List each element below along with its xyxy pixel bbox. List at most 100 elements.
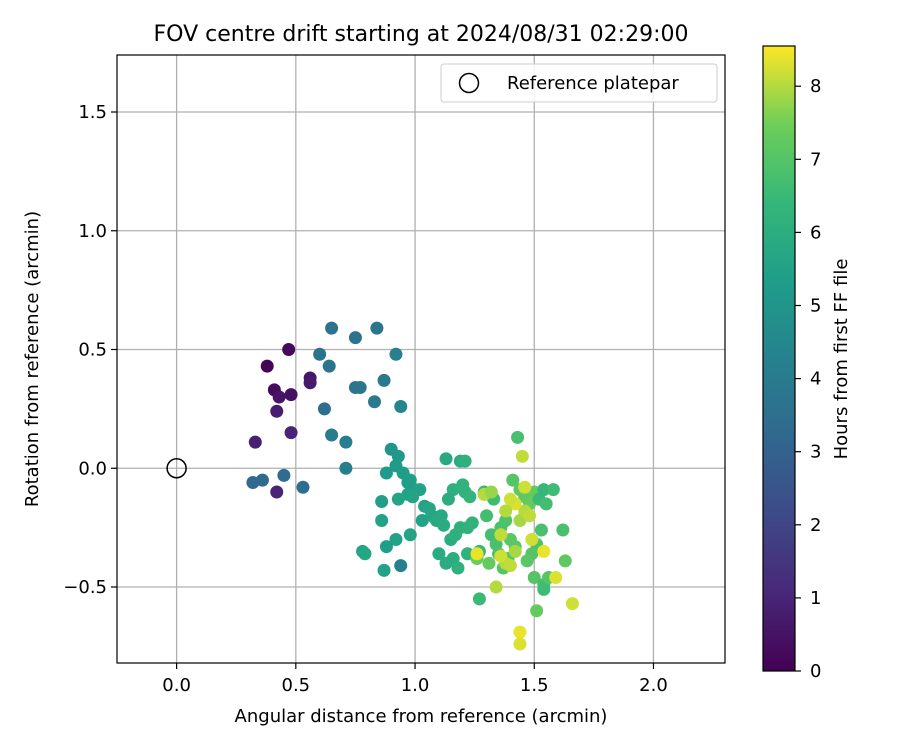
data-point — [525, 533, 539, 546]
data-point — [451, 561, 465, 575]
data-point — [482, 556, 496, 570]
colorbar-tick-label: 7 — [810, 149, 821, 170]
data-point — [515, 449, 529, 463]
x-tick-label: 1.0 — [401, 675, 430, 696]
data-point — [499, 504, 513, 518]
data-point — [537, 544, 551, 558]
y-axis-ticks: −0.5 0.0 0.5 1.0 1.5 — [63, 102, 117, 598]
data-point — [248, 435, 262, 449]
data-point — [556, 523, 570, 537]
data-point — [270, 404, 284, 418]
colorbar: 0 1 2 3 4 5 6 7 8 Hours from first FF file — [762, 45, 852, 682]
data-point — [484, 485, 498, 499]
data-points — [246, 321, 579, 651]
data-point — [325, 321, 339, 335]
data-point — [503, 559, 517, 573]
x-tick-label: 0.5 — [282, 675, 311, 696]
legend-marker-icon — [458, 72, 480, 94]
data-point — [377, 563, 391, 577]
data-point — [472, 592, 486, 606]
data-point — [389, 347, 403, 361]
data-point — [339, 435, 353, 449]
data-point — [439, 452, 453, 466]
colorbar-tick-label: 0 — [810, 661, 821, 682]
y-axis-label: Rotation from reference (arcmin) — [22, 211, 43, 507]
data-point — [284, 388, 298, 402]
data-point — [537, 483, 551, 497]
data-point — [565, 597, 579, 611]
x-axis-ticks: 0.0 0.5 1.0 1.5 2.0 — [162, 663, 668, 696]
data-point — [406, 490, 420, 504]
colorbar-ticks: 0 1 2 3 4 5 6 7 8 — [795, 76, 821, 682]
data-point — [272, 390, 286, 404]
chart-title: FOV centre drift starting at 2024/08/31 … — [154, 22, 689, 47]
data-point — [379, 540, 393, 554]
data-point — [313, 347, 327, 361]
data-point — [499, 514, 513, 527]
colorbar-tick-label: 6 — [810, 222, 821, 243]
data-point — [432, 547, 446, 561]
colorbar-tick-label: 3 — [810, 442, 821, 463]
y-tick-label: −0.5 — [63, 577, 107, 598]
x-tick-label: 1.5 — [520, 675, 549, 696]
y-tick-label: 1.0 — [78, 221, 107, 242]
data-point — [494, 549, 508, 563]
data-point — [480, 509, 494, 523]
data-point — [339, 461, 353, 475]
data-point — [537, 582, 551, 596]
data-point — [296, 480, 310, 494]
data-point — [325, 428, 339, 442]
colorbar-tick-label: 2 — [810, 515, 821, 536]
data-point — [530, 604, 544, 618]
data-point — [353, 381, 367, 394]
data-point — [322, 359, 336, 373]
colorbar-label: Hours from first FF file — [831, 259, 852, 460]
data-point — [270, 485, 284, 499]
x-tick-label: 2.0 — [639, 675, 668, 696]
data-point — [368, 395, 382, 409]
data-point — [394, 559, 408, 573]
data-point — [375, 514, 389, 527]
data-point — [503, 492, 517, 506]
data-point — [379, 466, 393, 480]
data-point — [303, 376, 317, 390]
data-point — [520, 554, 534, 568]
data-point — [437, 518, 451, 532]
legend-entry-reference-platepar: Reference platepar — [507, 73, 679, 94]
data-point — [403, 528, 417, 542]
reference-platepar-marker — [166, 458, 187, 479]
data-point — [277, 468, 291, 482]
data-point — [522, 509, 536, 523]
colorbar-tick-label: 5 — [810, 296, 821, 317]
colorbar-tick-label: 8 — [810, 76, 821, 97]
colorbar-tick-label: 4 — [810, 369, 821, 390]
data-point — [284, 426, 298, 440]
data-point — [255, 473, 269, 487]
colorbar-tick-label: 1 — [810, 588, 821, 609]
grid-lines — [117, 55, 725, 663]
data-point — [513, 637, 527, 651]
y-tick-label: 0.0 — [78, 458, 107, 479]
data-point — [511, 430, 525, 444]
data-point — [441, 492, 455, 506]
legend-box — [440, 63, 718, 103]
data-point — [458, 454, 472, 468]
data-point — [282, 343, 296, 356]
legend: Reference platepar — [440, 63, 718, 103]
data-point — [513, 625, 527, 639]
data-point — [375, 495, 389, 508]
data-point — [465, 516, 479, 530]
data-point — [317, 402, 331, 416]
data-point — [394, 400, 408, 413]
data-point — [539, 497, 553, 511]
data-point — [391, 492, 405, 506]
plot-frame — [116, 54, 726, 664]
y-tick-label: 1.5 — [78, 102, 107, 123]
data-point — [534, 523, 548, 537]
data-point — [506, 473, 520, 487]
data-point — [546, 483, 560, 497]
data-point — [463, 490, 477, 504]
data-point — [377, 373, 391, 387]
data-point — [518, 480, 532, 494]
